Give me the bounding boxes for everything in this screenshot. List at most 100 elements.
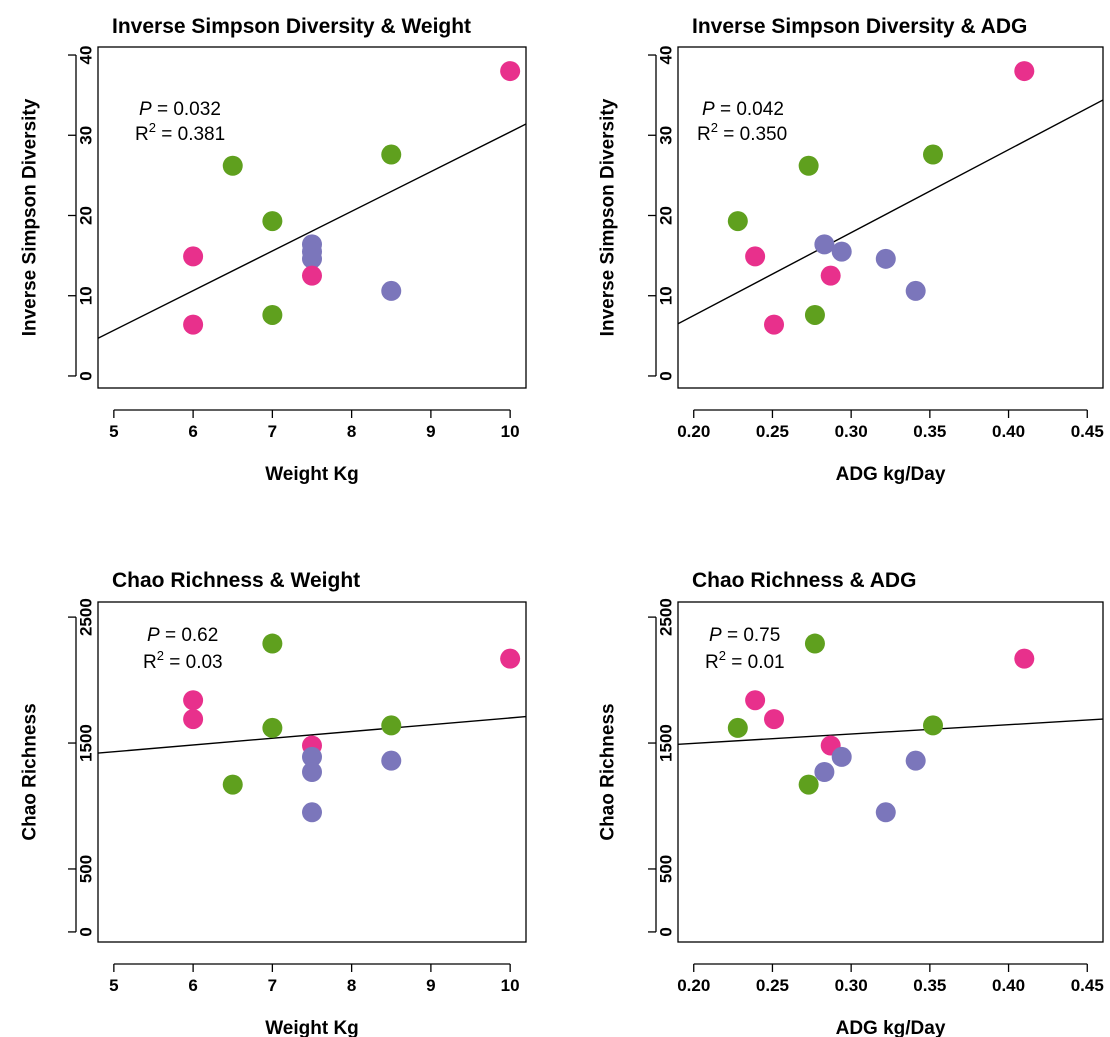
r-squared-value: = 0.03: [164, 652, 223, 673]
data-point-purple: [831, 241, 852, 262]
chart-panel-3: Chao Richness & Weight 5 6 7 8 9 10 Weight Kg 0 5…: [20, 569, 527, 1037]
data-point-purple: [381, 750, 402, 771]
data-point-pink: [820, 265, 841, 286]
x-tick-label: 7: [268, 422, 277, 441]
x-tick-label: 0.20: [677, 422, 710, 441]
regression-line: [98, 715, 526, 754]
data-point-pink: [302, 265, 322, 286]
x-tick-label: 10: [501, 422, 520, 441]
y-tick-label: 0: [657, 927, 676, 936]
data-point-green: [923, 144, 943, 165]
data-point-purple: [831, 746, 852, 767]
y-tick-label: 30: [657, 126, 676, 145]
y-axis-label: Chao Richness: [598, 703, 619, 840]
p-value: = 0.032: [152, 99, 221, 120]
y-axis-label: Inverse Simpson Diversity: [20, 98, 41, 336]
data-point-green: [262, 633, 283, 654]
r-symbol: R: [705, 652, 719, 673]
data-point-purple: [875, 802, 896, 823]
x-tick-label: 5: [109, 976, 118, 995]
x-tick-label: 0.25: [756, 976, 789, 995]
data-point-pink: [500, 61, 521, 82]
y-tick-label: 0: [657, 371, 676, 380]
data-point-green: [381, 715, 402, 736]
y-axis-label: Inverse Simpson Diversity: [598, 98, 619, 336]
plot-frame: [97, 601, 527, 943]
r-superscript: 2: [719, 648, 726, 663]
x-tick-label: 0.45: [1071, 976, 1104, 995]
data-point-green: [222, 155, 243, 176]
data-point-green: [222, 774, 243, 795]
y-tick-label: 1500: [657, 724, 676, 762]
x-tick-label: 9: [426, 976, 435, 995]
x-tick-label: 0.35: [913, 422, 946, 441]
data-point-green: [727, 211, 748, 232]
data-point-green: [262, 717, 283, 738]
x-axis-label: ADG kg/Day: [836, 1018, 946, 1037]
data-point-pink: [1014, 61, 1035, 82]
plot-frame: [677, 601, 1104, 943]
x-tick-label: 6: [188, 976, 197, 995]
r-symbol: R: [143, 652, 157, 673]
plot-frame: [677, 46, 1104, 389]
data-point-purple: [814, 234, 835, 255]
r-superscript: 2: [711, 120, 718, 135]
chart-title: Inverse Simpson Diversity & Weight: [112, 15, 471, 38]
data-point-green: [381, 144, 402, 165]
chart-panel-2: Inverse Simpson Diversity & ADG 0.20 0.25 0…: [598, 15, 1104, 485]
x-tick-label: 6: [188, 422, 197, 441]
y-tick-label: 500: [657, 855, 676, 883]
data-point-pink: [745, 690, 766, 711]
y-tick-label: 40: [77, 46, 96, 65]
data-point-pink: [764, 314, 785, 335]
data-point-purple: [814, 762, 835, 782]
x-tick-label: 0.25: [756, 422, 789, 441]
data-point-pink: [183, 690, 204, 711]
y-tick-label: 40: [657, 46, 676, 65]
data-point-purple: [905, 280, 926, 301]
x-tick-label: 8: [347, 976, 356, 995]
x-tick-label: 0.35: [913, 976, 946, 995]
r-squared-annotation: R2 = 0.03: [143, 648, 223, 673]
data-point-green: [923, 715, 943, 736]
plot-frame: [97, 46, 527, 389]
p-value: = 0.042: [715, 99, 784, 120]
data-point-green: [804, 633, 825, 654]
p-value-annotation: P = 0.62: [147, 625, 218, 646]
y-tick-label: 20: [77, 206, 96, 225]
r-symbol: R: [697, 124, 711, 145]
data-point-pink: [183, 314, 204, 335]
chart-title: Inverse Simpson Diversity & ADG: [692, 15, 1027, 38]
data-point-purple: [302, 248, 322, 269]
regression-line: [678, 99, 1103, 325]
p-symbol: P: [709, 625, 722, 646]
y-tick-label: 10: [657, 286, 676, 305]
data-point-purple: [381, 280, 402, 301]
r-squared-value: = 0.381: [156, 124, 225, 145]
x-tick-label: 8: [347, 422, 356, 441]
data-point-green: [798, 774, 819, 795]
data-point-purple: [302, 802, 322, 823]
data-point-pink: [745, 246, 766, 267]
data-point-pink: [183, 709, 204, 730]
x-tick-label: 0.40: [992, 976, 1025, 995]
data-point-green: [804, 304, 825, 325]
r-superscript: 2: [149, 120, 156, 135]
x-axis-label: Weight Kg: [265, 1018, 359, 1037]
x-axis-label: ADG kg/Day: [836, 464, 946, 485]
p-value-annotation: P = 0.75: [709, 625, 780, 646]
x-tick-label: 0.20: [677, 976, 710, 995]
regression-line: [98, 123, 526, 339]
p-symbol: P: [702, 99, 715, 120]
x-tick-label: 7: [268, 976, 277, 995]
p-value-annotation: P = 0.032: [139, 99, 221, 120]
p-symbol: P: [147, 625, 160, 646]
y-tick-label: 10: [77, 286, 96, 305]
chart-panel-1: Inverse Simpson Diversity & Weight 5 6 7 8 9 1…: [20, 15, 527, 485]
p-value: = 0.75: [722, 625, 781, 646]
r-squared-annotation: R2 = 0.350: [697, 120, 787, 145]
data-point-green: [262, 304, 283, 325]
r-squared-value: = 0.350: [718, 124, 787, 145]
data-point-pink: [1014, 648, 1035, 669]
chart-title: Chao Richness & ADG: [692, 569, 916, 592]
